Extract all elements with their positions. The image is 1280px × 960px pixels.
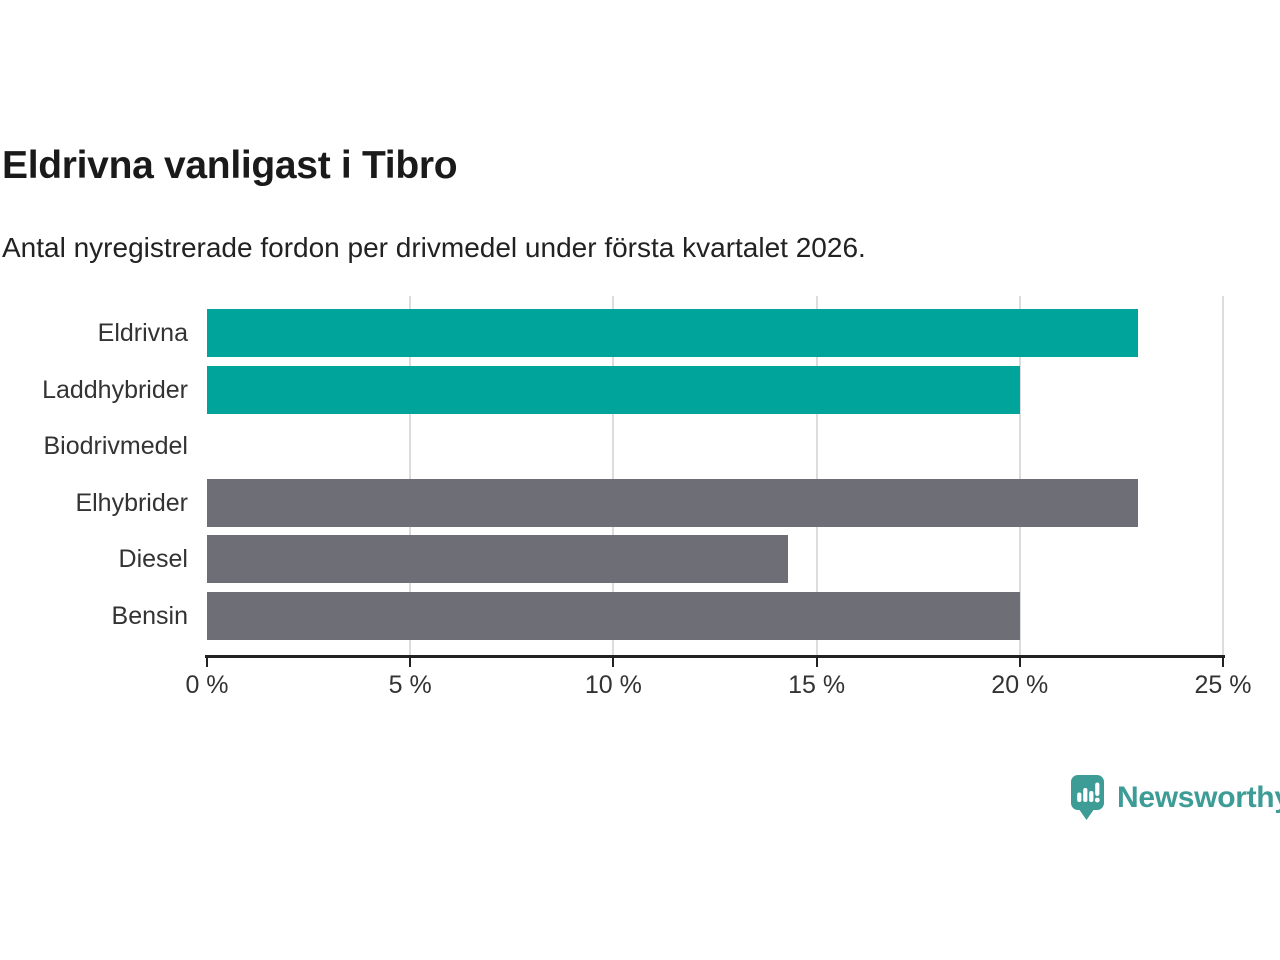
x-tick-label: 25 % — [1194, 671, 1252, 699]
category-label: Bensin — [111, 601, 188, 630]
newsworthy-logo-icon — [1071, 775, 1104, 820]
category-label: Laddhybrider — [42, 375, 188, 404]
bar-eldrivna — [207, 309, 1138, 357]
x-axis-line — [205, 655, 1225, 658]
category-label: Eldrivna — [97, 318, 188, 347]
x-axis-tick — [206, 655, 208, 667]
category-axis-labels: Eldrivna Laddhybrider Biodrivmedel Elhybrid… — [0, 296, 188, 655]
chart-title: Eldrivna vanligast i Tibro — [2, 144, 458, 187]
bar-diesel — [207, 535, 789, 583]
category-label: Biodrivmedel — [43, 431, 188, 460]
gridline — [409, 296, 412, 655]
bar-elhybrider — [207, 479, 1138, 527]
x-tick-label: 15 % — [788, 671, 846, 699]
newsworthy-logo-text: Newsworthy — [1117, 780, 1280, 814]
gridline — [815, 296, 818, 655]
gridline — [612, 296, 615, 655]
newsworthy-logo: Newsworthy — [1071, 775, 1280, 820]
bar-bensin — [207, 592, 1020, 640]
x-tick-label: 0 % — [185, 671, 229, 699]
x-tick-label: 10 % — [584, 671, 642, 699]
category-label: Diesel — [118, 544, 188, 573]
x-axis-tick — [612, 655, 615, 667]
x-axis-tick — [409, 655, 412, 667]
x-tick-label: 20 % — [991, 671, 1049, 699]
chart-subtitle: Antal nyregistrerade fordon per drivmede… — [2, 232, 866, 263]
plot-area — [207, 296, 1224, 655]
x-axis-tick — [1222, 655, 1224, 667]
category-label: Elhybrider — [75, 488, 188, 517]
bar-laddhybrider — [207, 366, 1020, 414]
gridline — [1222, 296, 1224, 655]
x-axis-tick — [815, 655, 818, 667]
x-axis-tick — [1018, 655, 1021, 667]
x-tick-label: 5 % — [388, 671, 432, 699]
gridline — [1018, 296, 1021, 655]
